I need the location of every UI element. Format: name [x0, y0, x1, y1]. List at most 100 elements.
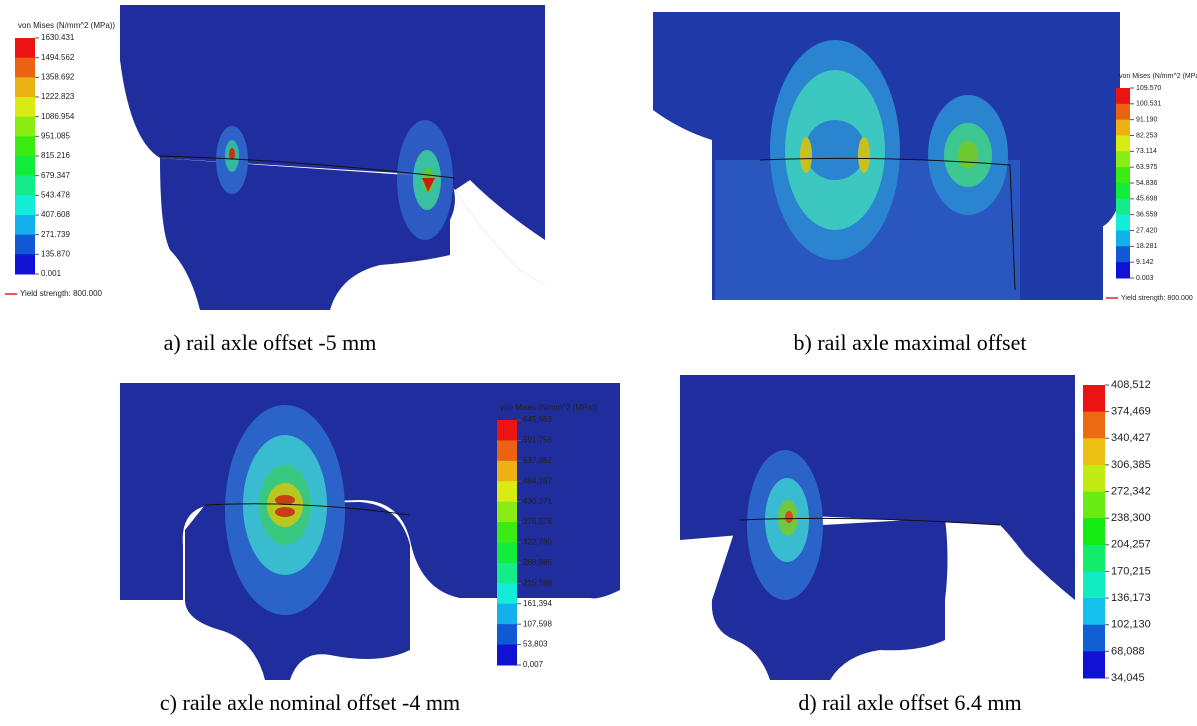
legend-label: 82.253 — [1136, 132, 1158, 139]
yield-label: Yield strength: 800.000 — [1121, 295, 1193, 302]
yield-label: Yield strength: 800.000 — [20, 289, 103, 298]
legend-label: 36.559 — [1136, 212, 1158, 219]
colorbar-segment — [497, 420, 517, 441]
legend-label: 107,598 — [523, 619, 552, 628]
legend-label: 54.836 — [1136, 180, 1158, 187]
caption: c) raile axle nominal offset -4 mm — [160, 690, 460, 715]
legend-label: 306,385 — [1111, 459, 1151, 471]
colorbar-segment — [1083, 598, 1105, 625]
colorbar-segment — [15, 176, 35, 196]
legend-label: 1630.431 — [41, 33, 75, 42]
legend-title: von Mises (N/mm^2 (MPa)) — [500, 403, 597, 412]
legend-label: 100.531 — [1136, 101, 1161, 108]
colorbar-segment — [1083, 545, 1105, 572]
legend-label: 102,130 — [1111, 619, 1151, 631]
colorbar-segment — [1116, 231, 1130, 247]
legend-label: 63.975 — [1136, 164, 1158, 171]
caption: b) rail axle maximal offset — [794, 330, 1027, 355]
colorbar-segment — [15, 38, 35, 58]
colorbar-segment — [15, 215, 35, 235]
colorbar-segment — [1083, 492, 1105, 519]
legend-title: von Mises (N/mm^2 (MPa)) — [1119, 73, 1197, 80]
legend-label: 53,803 — [523, 640, 548, 649]
colorbar-segment — [15, 77, 35, 97]
panel-b-image — [653, 12, 1120, 300]
colorbar-segment — [497, 645, 517, 666]
figure-canvas: a) rail axle offset -5 mmvon Mises (N/mm… — [0, 0, 1197, 726]
colorbar-segment — [1116, 167, 1130, 183]
legend-label: 136,173 — [1111, 592, 1151, 604]
legend-label: 951.085 — [41, 131, 70, 140]
legend-title: von Mises (N/mm^2 (MPa)) — [18, 21, 115, 30]
panel-d-image — [680, 375, 1075, 680]
colorbar-segment — [1116, 199, 1130, 215]
colorbar-segment — [497, 583, 517, 604]
colorbar-segment — [1083, 465, 1105, 492]
colorbar-segment — [15, 97, 35, 117]
colorbar-segment — [497, 604, 517, 625]
legend-label: 272,342 — [1111, 485, 1151, 497]
colorbar-segment — [1116, 262, 1130, 278]
legend-label: 537,962 — [523, 456, 552, 465]
colorbar-segment — [497, 543, 517, 564]
colorbar-segment — [1083, 651, 1105, 678]
legend-label: 27.420 — [1136, 227, 1158, 234]
colorbar-segment — [15, 254, 35, 274]
legend-label: 18.281 — [1136, 243, 1158, 250]
legend-label: 1494.562 — [41, 53, 75, 62]
legend-label: 91.190 — [1136, 117, 1158, 124]
colorbar-segment — [1083, 518, 1105, 545]
colorbar-segment — [1116, 151, 1130, 167]
legend-label: 815.216 — [41, 151, 70, 160]
colorbar-segment — [15, 195, 35, 215]
colorbar-segment — [497, 522, 517, 543]
panel-c-image — [120, 383, 620, 680]
colorbar-segment — [1116, 136, 1130, 152]
colorbar-segment — [1116, 246, 1130, 262]
legend-label: 238,300 — [1111, 512, 1151, 524]
legend-label: 340,427 — [1111, 432, 1151, 444]
legend-label: 45.698 — [1136, 196, 1158, 203]
colorbar-segment — [1083, 385, 1105, 412]
legend-label: 430,371 — [523, 497, 552, 506]
legend-label: 204,257 — [1111, 539, 1151, 551]
legend-label: 73.114 — [1136, 148, 1157, 155]
colorbar-segment — [1083, 412, 1105, 439]
legend-label: 34,045 — [1111, 672, 1145, 684]
legend-label: 374,469 — [1111, 406, 1151, 418]
colorbar-segment — [497, 481, 517, 502]
colorbar-segment — [15, 235, 35, 255]
panel-a-image — [120, 5, 545, 310]
legend-label: 543.478 — [41, 190, 70, 199]
legend-label: 161,394 — [523, 599, 552, 608]
colorbar-segment — [497, 461, 517, 482]
colorbar-segment — [497, 440, 517, 461]
legend-label: 484,167 — [523, 476, 552, 485]
colorbar-segment — [1116, 88, 1130, 104]
colorbar-segment — [1083, 438, 1105, 465]
legend-label: 322,780 — [523, 538, 552, 547]
legend-label: 170,215 — [1111, 565, 1151, 577]
colorbar-segment — [497, 624, 517, 645]
colorbar-segment — [497, 563, 517, 584]
legend-label: 591,758 — [523, 436, 552, 445]
colorbar-segment — [1116, 104, 1130, 120]
legend-label: 1358.692 — [41, 72, 75, 81]
legend-label: 1086.954 — [41, 112, 75, 121]
colorbar-segment — [1116, 215, 1130, 231]
colorbar-segment — [1083, 625, 1105, 652]
legend-label: 135.870 — [41, 249, 70, 258]
legend-label: 9.142 — [1136, 259, 1154, 266]
caption: d) rail axle offset 6.4 mm — [798, 690, 1021, 715]
figure: a) rail axle offset -5 mmvon Mises (N/mm… — [0, 0, 1197, 726]
legend-label: 0,007 — [523, 660, 544, 669]
legend-label: 215,189 — [523, 578, 552, 587]
legend-label: 376,576 — [523, 517, 552, 526]
legend-label: 1222.823 — [41, 92, 75, 101]
colorbar-segment — [15, 117, 35, 137]
colorbar-segment — [15, 156, 35, 176]
legend-label: 645,553 — [523, 415, 552, 424]
legend-label: 407.608 — [41, 210, 70, 219]
legend-label: 68,088 — [1111, 645, 1145, 657]
colorbar-segment — [15, 58, 35, 78]
